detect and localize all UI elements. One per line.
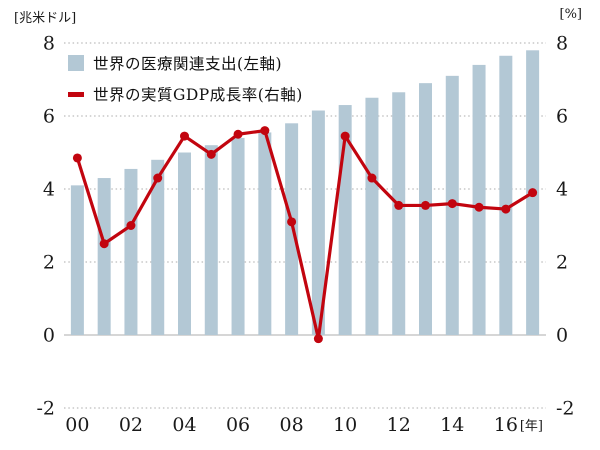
x-axis-tick-08: 08	[280, 414, 304, 436]
line-series-label: 世界の実質GDP成長率(右軸)	[93, 86, 303, 104]
legend: 世界の医療関連支出(左軸) 世界の実質GDP成長率(右軸)	[68, 52, 303, 105]
x-axis-tick-00: 00	[65, 414, 89, 436]
line-point-03	[153, 173, 163, 183]
bar-01	[97, 178, 111, 335]
bar-04	[178, 152, 191, 335]
x-axis-tick-12: 12	[387, 414, 411, 436]
legend-row-bar: 世界の医療関連支出(左軸)	[68, 52, 303, 74]
right-axis-tick-8: 8	[556, 33, 568, 55]
line-point-09	[313, 334, 323, 344]
line-point-14	[447, 199, 457, 209]
bar-16	[499, 55, 513, 336]
line-point-07	[260, 126, 270, 136]
bar-15	[472, 64, 486, 336]
line-point-00	[72, 153, 82, 163]
bar-00	[70, 185, 84, 335]
x-axis-tick-16: 16	[494, 414, 518, 436]
line-point-17	[528, 188, 538, 198]
left-axis-tick-4: 4	[43, 179, 55, 201]
line-point-01	[99, 239, 109, 249]
line-point-02	[126, 221, 136, 230]
line-point-06	[233, 129, 243, 139]
bar-06	[231, 137, 245, 335]
left-axis-tick-6: 6	[43, 106, 55, 128]
right-axis-unit-label: [%]	[559, 7, 583, 22]
x-axis-tick-04: 04	[172, 414, 196, 436]
line-point-11	[367, 173, 377, 183]
line-point-10	[340, 131, 350, 141]
left-axis-unit-label: [兆米ドル]	[14, 11, 77, 26]
bar-03	[151, 159, 165, 335]
line-series-swatch	[68, 91, 84, 97]
x-axis-unit-label: [年]	[520, 419, 543, 434]
bar-12	[392, 92, 406, 336]
line-point-12	[394, 200, 404, 210]
left-axis-tick-8: 8	[43, 33, 55, 55]
bar-series-label: 世界の医療関連支出(左軸)	[93, 55, 283, 73]
right-axis-tick--2: -2	[556, 398, 575, 420]
line-point-15	[474, 202, 484, 212]
line-point-08	[287, 217, 297, 227]
left-axis-tick-0: 0	[43, 325, 55, 347]
line-point-16	[501, 204, 511, 214]
bar-08	[285, 123, 299, 335]
bar-02	[124, 168, 138, 335]
gdp-growth-line	[75, 129, 535, 341]
x-axis-tick-06: 06	[226, 414, 250, 436]
bar-05	[204, 145, 218, 335]
bar-11	[365, 97, 379, 335]
line-point-04	[180, 131, 189, 141]
bar-07	[258, 132, 272, 335]
left-axis-tick--2: -2	[36, 398, 55, 420]
x-axis-tick-02: 02	[119, 414, 143, 436]
right-axis-tick-0: 0	[556, 325, 568, 347]
x-axis-tick-14: 14	[440, 414, 464, 436]
right-axis-tick-2: 2	[556, 252, 568, 274]
right-axis-tick-4: 4	[556, 179, 568, 201]
left-axis-tick-2: 2	[43, 252, 55, 274]
legend-row-line: 世界の実質GDP成長率(右軸)	[68, 83, 303, 105]
bar-09	[311, 110, 325, 336]
line-point-05	[206, 149, 216, 159]
x-axis-tick-10: 10	[333, 414, 357, 436]
bar-series-swatch	[68, 55, 84, 71]
line-point-13	[421, 200, 430, 210]
right-axis-tick-6: 6	[556, 106, 568, 128]
